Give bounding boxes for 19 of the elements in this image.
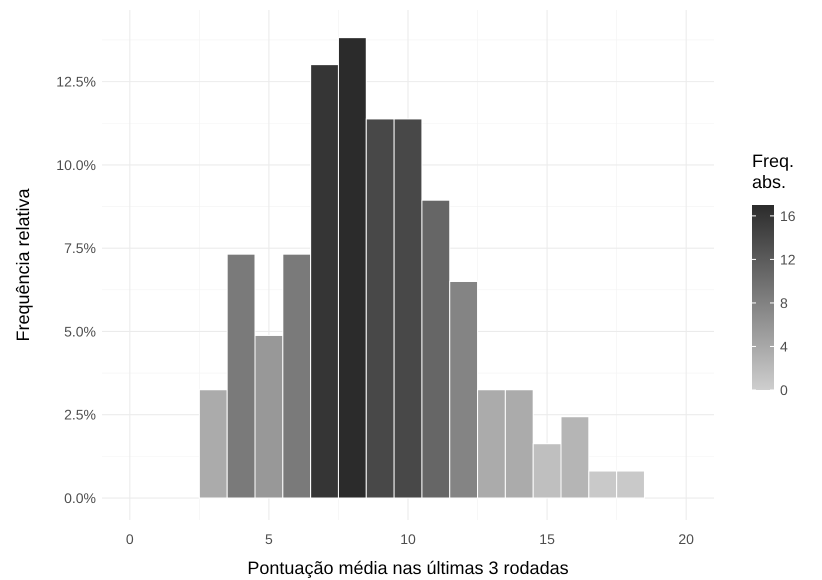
x-axis-title: Pontuação média nas últimas 3 rodadas [247, 558, 569, 578]
x-tick-label: 15 [539, 531, 556, 547]
y-axis-title: Frequência relativa [13, 187, 33, 342]
x-tick-label: 10 [400, 531, 416, 547]
y-tick-label: 7.5% [64, 240, 96, 256]
color-bar-title: Freq. abs. [752, 151, 794, 192]
color-bar-label: 8 [780, 294, 788, 311]
color-bar-label: 12 [780, 251, 796, 268]
color-bar-label: 16 [780, 208, 796, 224]
y-tick-label: 0.0% [64, 490, 96, 506]
y-tick-label: 12.5% [56, 74, 96, 90]
x-tick-label: 0 [126, 531, 134, 547]
color-bar-label: 0 [780, 382, 788, 398]
x-tick-label: 20 [678, 531, 694, 547]
y-tick-label: 2.5% [64, 406, 96, 423]
color-bar-label: 4 [780, 338, 788, 354]
y-tick-label: 10.0% [56, 156, 96, 173]
y-tick-label: 5.0% [64, 323, 96, 340]
x-tick-label: 5 [265, 531, 274, 547]
